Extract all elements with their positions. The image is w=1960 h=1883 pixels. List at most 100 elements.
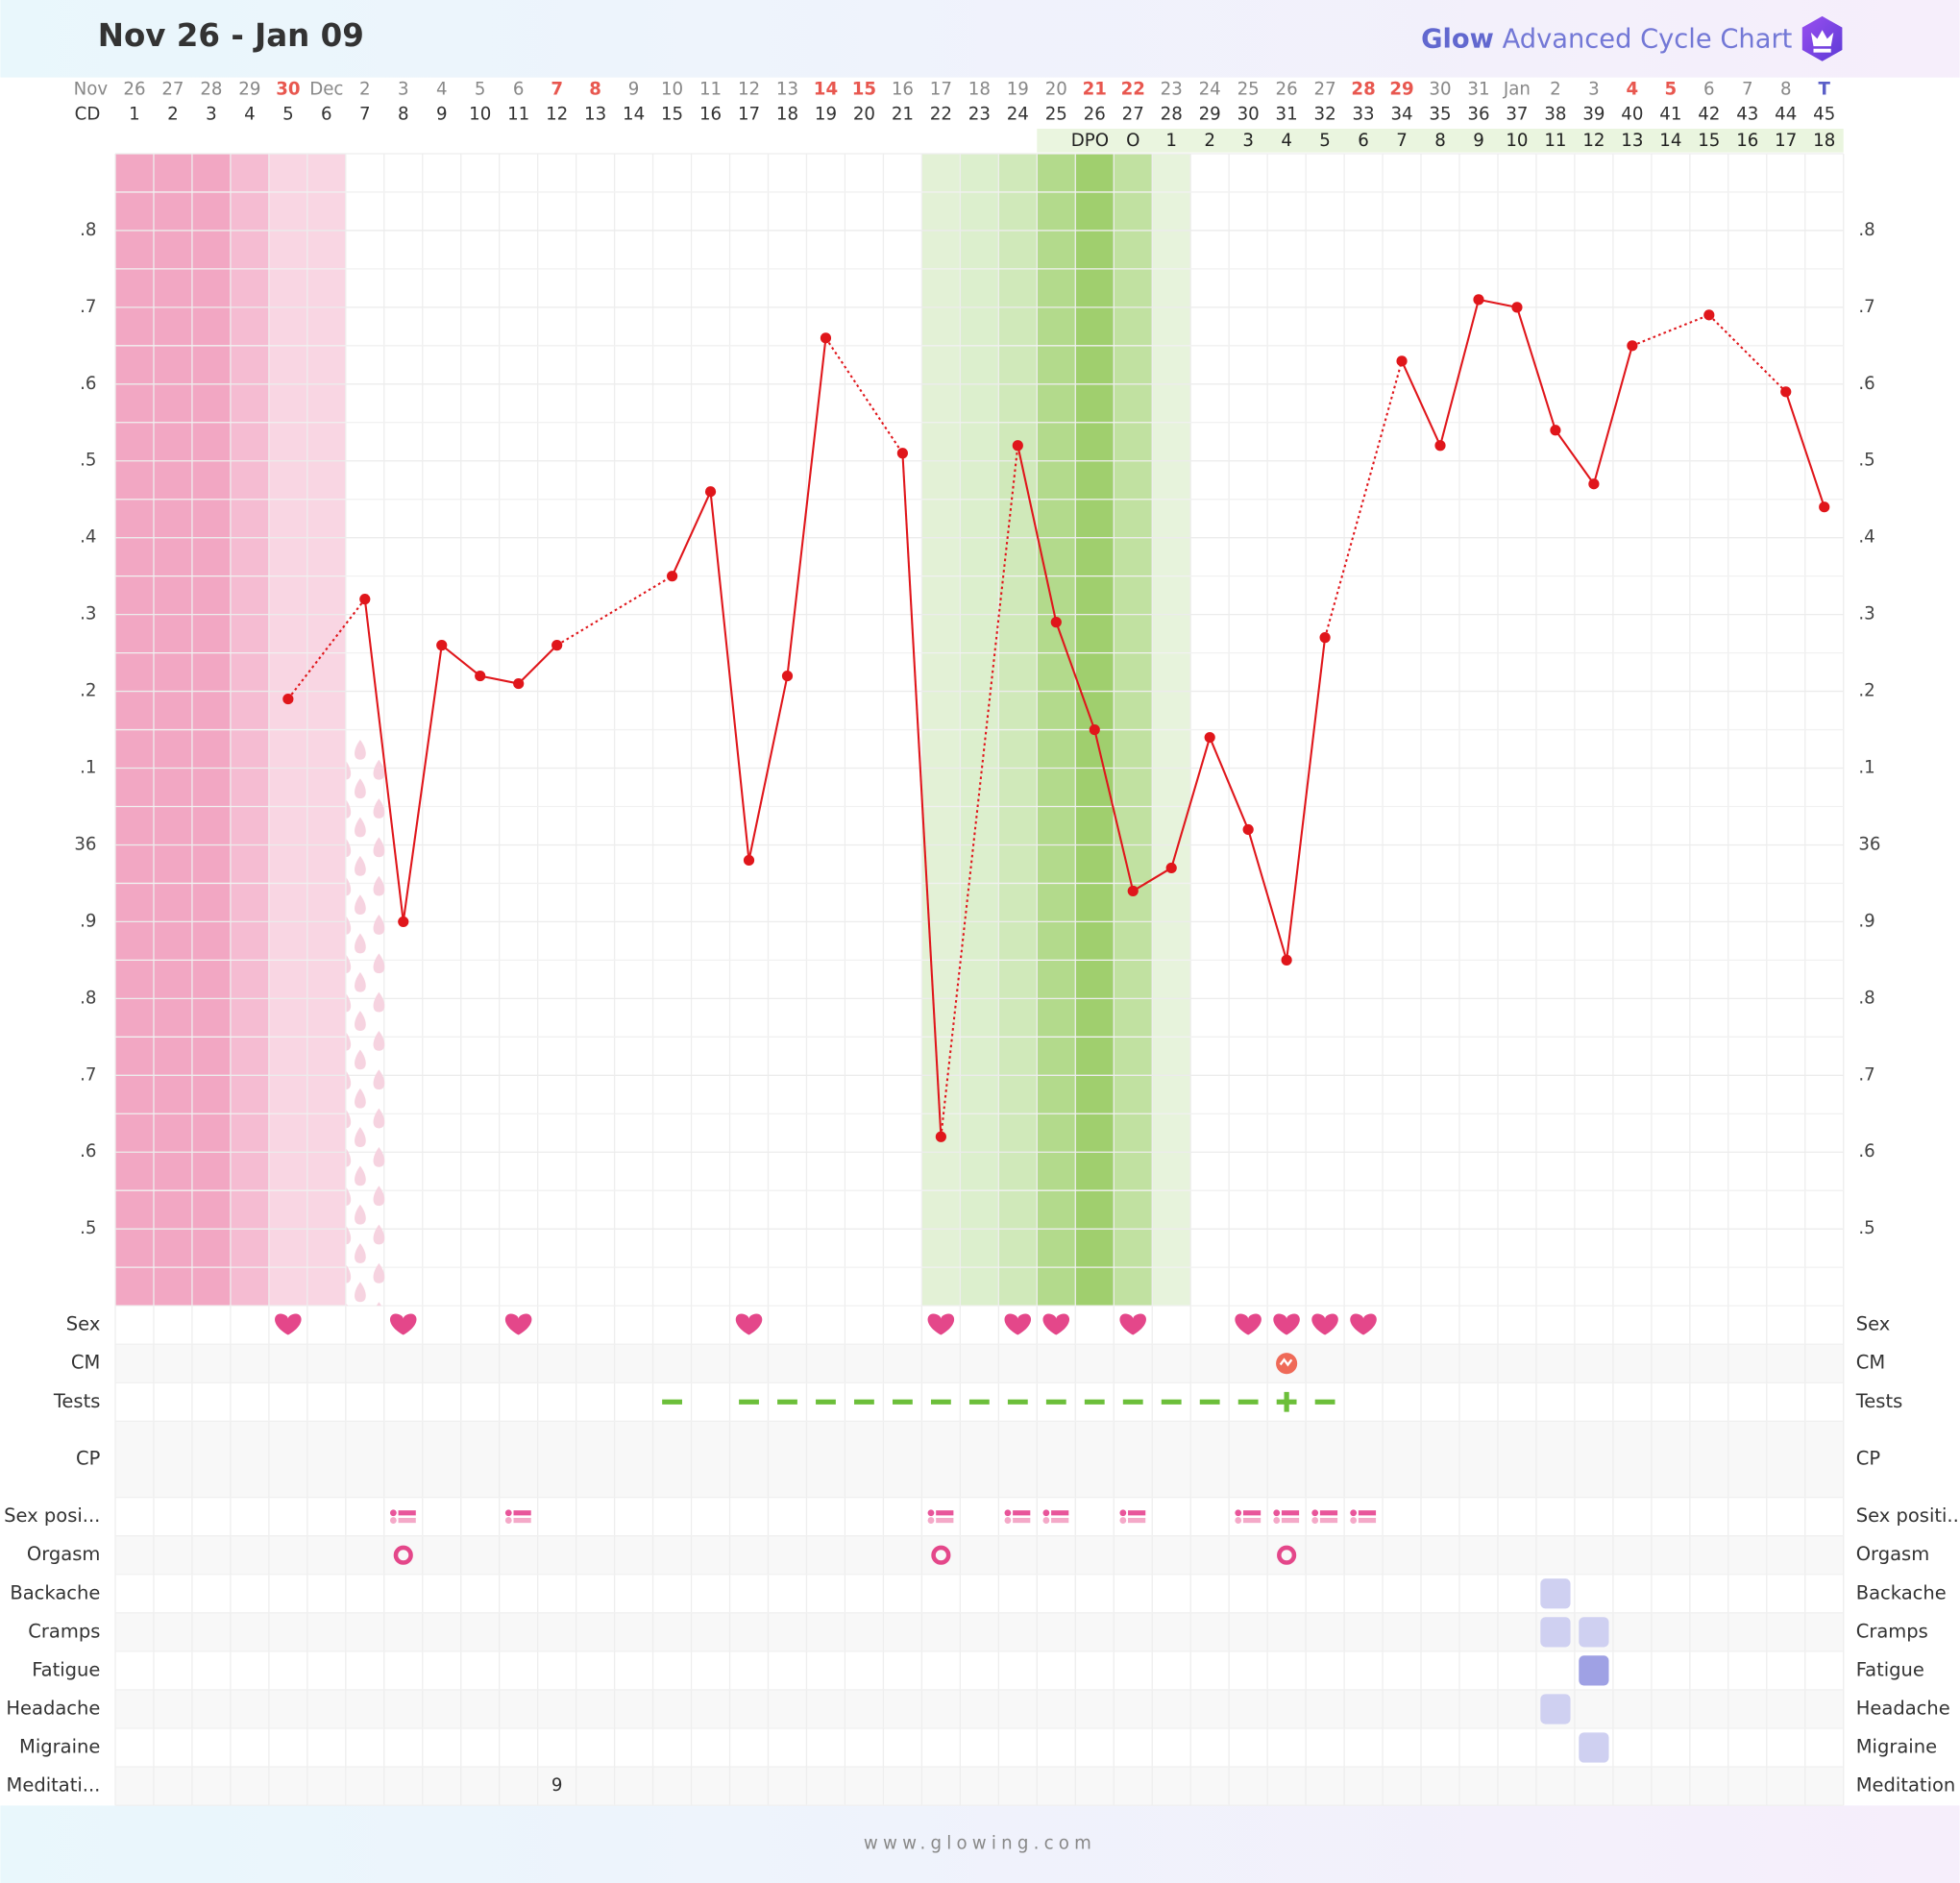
y-tick-label: .5: [80, 1218, 96, 1238]
date-label: 10: [661, 80, 683, 100]
temperature-point: [666, 571, 678, 582]
cd-label: 29: [1199, 105, 1221, 125]
orgasm-icon: [1277, 1545, 1297, 1565]
dpo-label: 5: [1319, 131, 1331, 151]
sex-position-dot: [1004, 1517, 1012, 1524]
row-label-right: Sex: [1856, 1313, 1891, 1335]
cd-label: 12: [546, 105, 568, 125]
y-tick-label: .2: [80, 681, 96, 701]
date-label: 6: [1703, 80, 1715, 100]
dpo-title: DPO: [1071, 131, 1109, 151]
temperature-point: [1012, 440, 1023, 452]
symptom-mark: [1579, 1617, 1609, 1648]
sex-position-dot: [927, 1509, 935, 1517]
cd-label: 28: [1161, 105, 1183, 125]
spotting-drop: [346, 1187, 352, 1206]
test-negative: [739, 1399, 759, 1405]
cd-label: 39: [1582, 105, 1605, 125]
sex-position-bar: [1013, 1517, 1031, 1524]
temperature-point: [1473, 294, 1484, 306]
sex-position-dot: [1350, 1509, 1358, 1517]
test-negative: [968, 1399, 990, 1405]
date-label: 7: [551, 80, 563, 100]
row-label: Sex posi...: [4, 1504, 100, 1527]
sex-position-icon: [389, 1509, 416, 1524]
temperature-point: [1588, 478, 1600, 490]
sex-position-bar: [513, 1510, 531, 1516]
date-label: 25: [1237, 80, 1260, 100]
spotting-drop: [346, 1071, 352, 1089]
date-label: 20: [1045, 80, 1067, 100]
temperature-segment: [517, 644, 558, 685]
test-negative: [1161, 1399, 1182, 1405]
temperature-segment: [709, 491, 750, 861]
date-label: 23: [1161, 80, 1183, 100]
orgasm-icon: [931, 1545, 951, 1565]
dpo-label: 6: [1358, 131, 1369, 151]
date-label: 7: [1742, 80, 1753, 100]
y-tick-label: .6: [80, 374, 96, 394]
temperature-segment: [1286, 637, 1327, 961]
spotting-drop: [373, 991, 385, 1013]
orgasm-icon: [393, 1545, 413, 1565]
row-label-right: CP: [1856, 1447, 1881, 1469]
y-tick-label-right: .8: [1858, 220, 1874, 240]
temperature-segment: [1515, 306, 1556, 431]
date-label: 26: [123, 80, 145, 100]
cd-label: 17: [738, 105, 760, 125]
spotting-drop: [346, 761, 352, 780]
dpo-label: 12: [1582, 131, 1605, 151]
row-label: Tests: [53, 1390, 101, 1412]
heart-icon: [1004, 1313, 1032, 1335]
spotting-drop: [373, 875, 385, 896]
heart-icon: [735, 1313, 763, 1335]
spotting-drop: [346, 1148, 352, 1167]
row-label-right: Meditation: [1856, 1774, 1956, 1797]
spotting-drop: [373, 1186, 385, 1207]
row-label: Sex: [66, 1313, 101, 1335]
row-label-right: Backache: [1856, 1581, 1947, 1603]
symptom-mark: [1540, 1617, 1571, 1648]
spotting-drop: [355, 1282, 366, 1303]
date-label: 8: [589, 80, 601, 100]
heart-icon: [275, 1313, 302, 1335]
dpo-label: 3: [1242, 131, 1254, 151]
sex-position-icon: [1042, 1509, 1069, 1524]
sex-position-bar: [936, 1517, 954, 1524]
temperature-segment: [1439, 299, 1480, 447]
temperature-point: [359, 594, 371, 605]
symptom-mark: [1540, 1694, 1571, 1724]
sex-position-dot: [389, 1517, 397, 1524]
date-label: 22: [1121, 80, 1145, 100]
y-tick-label-right: .3: [1858, 604, 1874, 624]
date-label: 26: [1276, 80, 1298, 100]
test-negative: [930, 1399, 951, 1405]
temperature-point: [475, 670, 486, 682]
test-positive: [1276, 1391, 1297, 1412]
dpo-label: 7: [1396, 131, 1408, 151]
temperature-segment: [1170, 737, 1212, 868]
row-label-right: Tests: [1855, 1390, 1903, 1412]
spotting-drop: [355, 739, 366, 760]
temperature-point: [820, 332, 832, 344]
cd-label: 21: [892, 105, 914, 125]
sex-position-icon: [1273, 1509, 1300, 1524]
spotting-drop: [346, 993, 352, 1013]
temperature-segment: [1708, 314, 1787, 393]
cd-label: 34: [1390, 105, 1412, 125]
y-tick-label-right: .2: [1858, 681, 1874, 701]
spotting: [346, 739, 385, 1307]
cd-label: 26: [1084, 105, 1106, 125]
heart-icon: [927, 1313, 955, 1335]
y-tick-label-right: .5: [1858, 451, 1874, 471]
cd-label: 45: [1813, 105, 1835, 125]
y-tick-label-right: .5: [1858, 1218, 1874, 1238]
y-tick-label-right: .6: [1858, 374, 1874, 394]
cd-label: 43: [1736, 105, 1758, 125]
date-label: 4: [436, 80, 448, 100]
temperature-point: [1204, 731, 1215, 744]
sex-position-bar: [1358, 1517, 1377, 1524]
date-label: 5: [475, 80, 486, 100]
dpo-label: 9: [1473, 131, 1484, 151]
cd-label: 25: [1045, 105, 1067, 125]
